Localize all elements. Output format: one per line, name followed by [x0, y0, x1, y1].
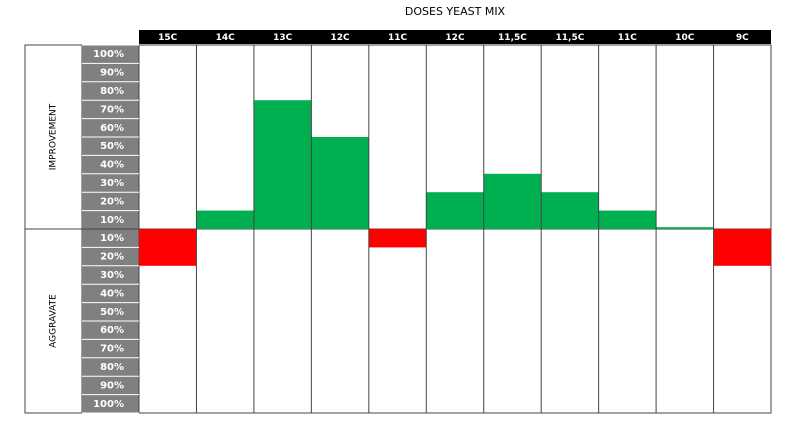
- y-tick-label: 60%: [100, 123, 124, 134]
- x-tick-label: 13C: [273, 33, 293, 43]
- side-label: AGGRAVATE: [49, 294, 59, 348]
- y-tick-label: 90%: [100, 68, 124, 79]
- y-tick-label: 10%: [100, 215, 124, 226]
- y-tick-label: 30%: [100, 178, 124, 189]
- x-tick-label: 10C: [675, 33, 695, 43]
- x-tick-label: 14C: [216, 33, 236, 43]
- y-tick-label: 80%: [100, 362, 124, 373]
- bar: [311, 137, 369, 229]
- x-tick-label: 11C: [618, 33, 638, 43]
- x-tick-label: 12C: [445, 33, 465, 43]
- y-tick-label: 70%: [100, 344, 124, 355]
- y-tick-label: 20%: [100, 252, 124, 263]
- side-label: IMPROVEMENT: [49, 103, 59, 170]
- y-tick-label: 50%: [100, 307, 124, 318]
- chart-title: DOSES YEAST MIX: [405, 5, 506, 18]
- bar: [139, 229, 197, 266]
- y-tick-label: 50%: [100, 141, 124, 152]
- bar: [368, 229, 427, 248]
- y-tick-label: 80%: [100, 86, 124, 97]
- bar: [253, 100, 312, 229]
- y-tick-label: 40%: [100, 288, 124, 299]
- x-tick-label: 12C: [331, 33, 351, 43]
- y-tick-label: 10%: [100, 233, 124, 244]
- y-tick-label: 60%: [100, 325, 124, 336]
- y-tick-label: 70%: [100, 104, 124, 115]
- y-tick-label: 100%: [93, 399, 124, 410]
- y-tick-label: 30%: [100, 270, 124, 281]
- bar: [196, 210, 254, 229]
- x-tick-label: 11C: [388, 33, 408, 43]
- x-tick-label: 9C: [736, 33, 749, 43]
- x-tick-label: 11,5C: [556, 33, 585, 43]
- bar: [713, 229, 771, 266]
- x-tick-label: 11,5C: [498, 33, 527, 43]
- header-bar: [139, 30, 771, 44]
- bar: [656, 227, 714, 229]
- x-tick-label: 15C: [158, 33, 178, 43]
- bar: [426, 192, 484, 229]
- y-tick-label: 100%: [93, 49, 124, 60]
- bar: [483, 173, 542, 229]
- y-tick-label: 90%: [100, 380, 124, 391]
- y-tick-label: 20%: [100, 196, 124, 207]
- y-tick-label: 40%: [100, 160, 124, 171]
- bar: [541, 192, 599, 229]
- bar: [598, 210, 657, 229]
